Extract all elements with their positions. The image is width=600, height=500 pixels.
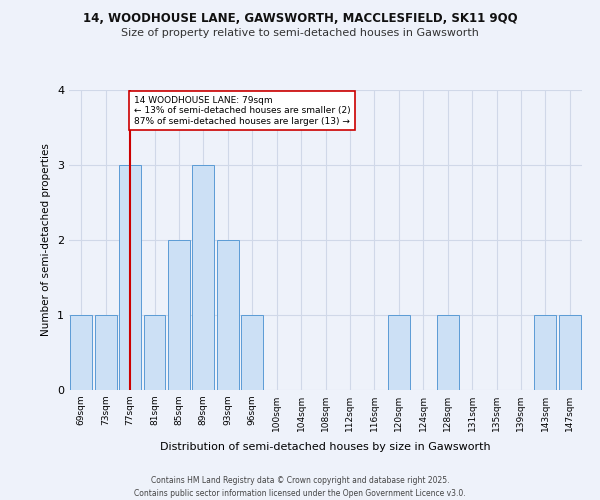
- Text: Size of property relative to semi-detached houses in Gawsworth: Size of property relative to semi-detach…: [121, 28, 479, 38]
- Bar: [437, 315, 458, 390]
- Bar: [535, 315, 556, 390]
- X-axis label: Distribution of semi-detached houses by size in Gawsworth: Distribution of semi-detached houses by …: [160, 442, 491, 452]
- Text: Contains HM Land Registry data © Crown copyright and database right 2025.
Contai: Contains HM Land Registry data © Crown c…: [134, 476, 466, 498]
- Text: 14, WOODHOUSE LANE, GAWSWORTH, MACCLESFIELD, SK11 9QQ: 14, WOODHOUSE LANE, GAWSWORTH, MACCLESFI…: [83, 12, 517, 26]
- Bar: [217, 240, 239, 390]
- Text: 14 WOODHOUSE LANE: 79sqm
← 13% of semi-detached houses are smaller (2)
87% of se: 14 WOODHOUSE LANE: 79sqm ← 13% of semi-d…: [134, 96, 350, 126]
- Bar: [559, 315, 581, 390]
- Bar: [70, 315, 92, 390]
- Bar: [241, 315, 263, 390]
- Bar: [143, 315, 166, 390]
- Bar: [193, 165, 214, 390]
- Y-axis label: Number of semi-detached properties: Number of semi-detached properties: [41, 144, 52, 336]
- Bar: [119, 165, 141, 390]
- Bar: [388, 315, 410, 390]
- Bar: [95, 315, 116, 390]
- Bar: [168, 240, 190, 390]
